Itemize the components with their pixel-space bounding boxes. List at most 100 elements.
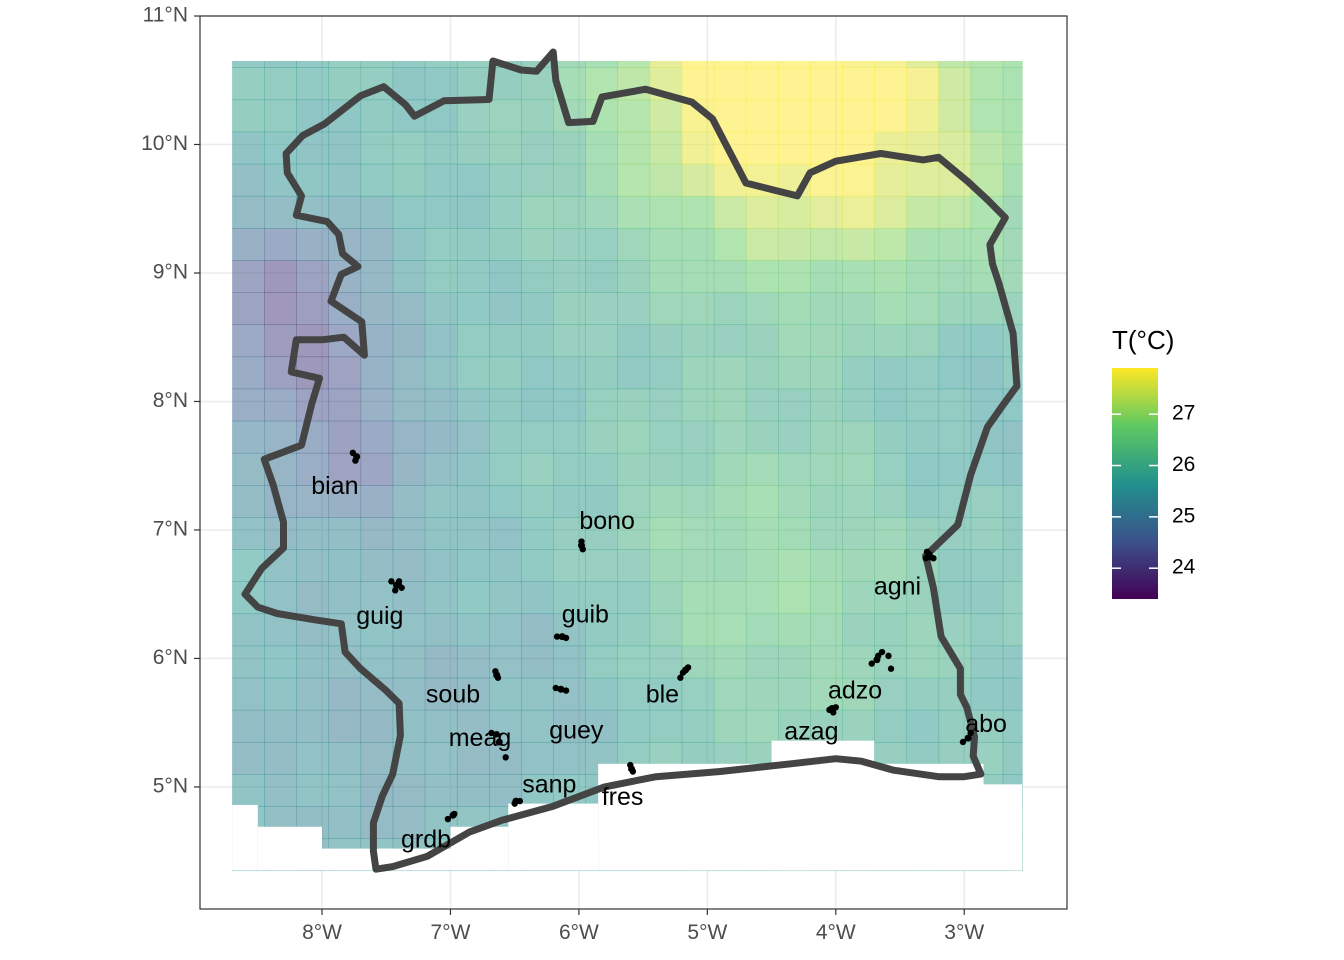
raster-cell <box>585 61 618 68</box>
sample-point <box>885 653 891 659</box>
raster-cell <box>1003 646 1023 679</box>
raster-cell <box>906 67 939 100</box>
raster-cell <box>650 356 683 389</box>
raster-cell <box>1003 132 1023 165</box>
raster-cell <box>971 292 1004 325</box>
raster-cell <box>264 646 297 679</box>
site-label: abo <box>965 710 1007 738</box>
raster-cell <box>971 549 1004 582</box>
raster-cell <box>810 485 843 518</box>
raster-cell <box>650 196 683 229</box>
raster-cell <box>585 324 618 357</box>
raster-cell <box>842 228 875 261</box>
raster-cell <box>328 132 361 165</box>
raster-cell <box>682 549 715 582</box>
raster-cell <box>650 100 683 133</box>
raster-cell <box>714 581 747 614</box>
raster-cell <box>264 67 297 100</box>
raster-cell <box>585 356 618 389</box>
sample-point <box>388 578 394 584</box>
raster-cell <box>521 549 554 582</box>
raster-cell <box>489 453 522 486</box>
raster-cell <box>939 292 972 325</box>
raster-cell <box>746 67 779 100</box>
raster-cell <box>328 710 361 743</box>
raster-cell <box>906 61 939 68</box>
raster-cell <box>264 196 297 229</box>
raster-cell <box>778 678 811 711</box>
raster-cell <box>682 613 715 646</box>
raster-cell <box>264 228 297 261</box>
raster-cell <box>842 356 875 389</box>
raster-cell <box>682 356 715 389</box>
raster-cell <box>425 549 458 582</box>
sample-point <box>680 669 686 675</box>
raster-cell <box>939 196 972 229</box>
raster-cell <box>553 132 586 165</box>
sample-point <box>960 739 966 745</box>
raster-cell <box>393 61 426 68</box>
raster-cell <box>457 196 490 229</box>
raster-cell <box>714 67 747 100</box>
raster-cell <box>906 389 939 422</box>
x-tick-label: 4°W <box>816 921 856 944</box>
raster-cell <box>457 356 490 389</box>
raster-cell <box>906 453 939 486</box>
raster-cell <box>521 453 554 486</box>
raster-cell <box>232 356 265 389</box>
raster-cell <box>361 61 394 68</box>
raster-cell <box>874 196 907 229</box>
sample-point <box>926 551 932 557</box>
raster-cell <box>906 324 939 357</box>
raster-cell <box>682 292 715 325</box>
raster-cell <box>328 356 361 389</box>
sample-point <box>396 582 402 588</box>
raster-cell <box>457 453 490 486</box>
raster-cell <box>714 710 747 743</box>
raster-cell <box>585 453 618 486</box>
raster-cell <box>425 132 458 165</box>
site-label: guig <box>356 602 403 630</box>
raster-cell <box>585 549 618 582</box>
legend-tick-label: 27 <box>1172 402 1195 425</box>
raster-cell <box>971 324 1004 357</box>
raster-cell <box>778 67 811 100</box>
raster-cell <box>425 67 458 100</box>
raster-cell <box>617 100 650 133</box>
raster-cell <box>457 517 490 550</box>
raster-cell <box>232 100 265 133</box>
raster-cell <box>906 710 939 743</box>
raster-cell <box>1003 164 1023 197</box>
raster-cell <box>232 453 265 486</box>
raster-cell <box>521 613 554 646</box>
sample-point <box>502 754 508 760</box>
raster-cell <box>650 260 683 293</box>
temperature-raster <box>232 61 1023 871</box>
raster-cell <box>617 646 650 679</box>
nodata-cell <box>258 827 322 871</box>
raster-cell <box>778 581 811 614</box>
site-label: agni <box>874 572 921 600</box>
raster-cell <box>425 356 458 389</box>
raster-cell <box>296 67 329 100</box>
raster-cell <box>650 485 683 518</box>
raster-cell <box>746 324 779 357</box>
raster-cell <box>810 517 843 550</box>
raster-cell <box>232 164 265 197</box>
raster-cell <box>617 421 650 454</box>
raster-cell <box>457 324 490 357</box>
raster-cell <box>457 61 490 68</box>
raster-cell <box>521 260 554 293</box>
legend-tick-label: 25 <box>1172 504 1195 527</box>
raster-cell <box>232 517 265 550</box>
raster-cell <box>906 678 939 711</box>
raster-cell <box>264 260 297 293</box>
raster-cell <box>906 613 939 646</box>
raster-cell <box>842 324 875 357</box>
raster-cell <box>521 646 554 679</box>
x-tick-label: 8°W <box>302 921 342 944</box>
raster-cell <box>585 292 618 325</box>
sample-point <box>492 668 498 674</box>
raster-cell <box>489 260 522 293</box>
x-axis: 8°W 7°W 6°W 5°W 4°W 3°W <box>302 909 984 944</box>
